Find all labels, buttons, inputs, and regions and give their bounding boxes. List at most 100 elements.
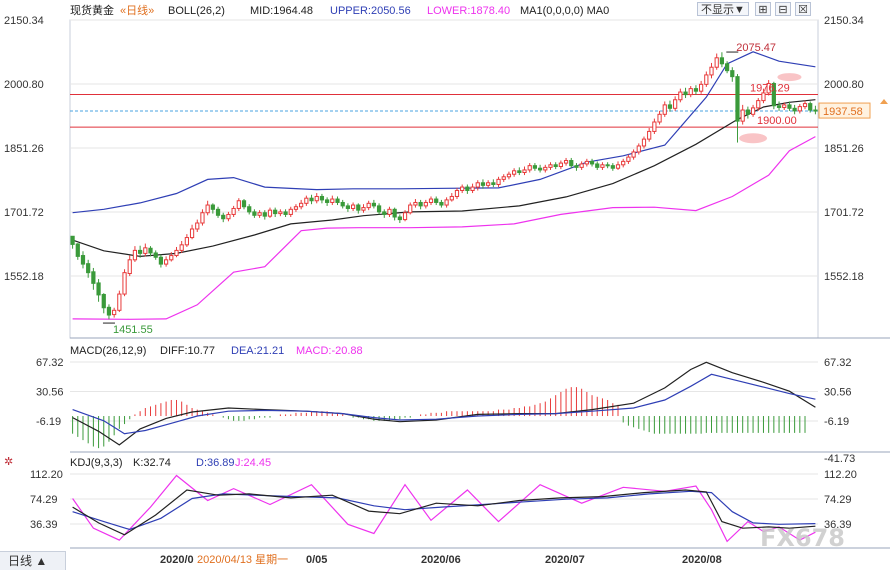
candle-body — [496, 178, 501, 185]
candle-body — [226, 213, 231, 220]
zoom-icon[interactable]: ⊟ — [775, 2, 791, 16]
price-arrow-icon — [880, 99, 888, 105]
candle-body — [787, 104, 792, 109]
current-price-tag — [818, 102, 871, 119]
candle-body — [532, 165, 538, 169]
candle-body — [304, 197, 309, 204]
candle-body — [563, 160, 569, 164]
boll-upper-value: UPPER:2050.56 — [330, 5, 411, 17]
period-tab[interactable]: 日线 ▲ — [0, 551, 66, 570]
candle-body — [247, 206, 252, 213]
candle-body — [148, 247, 153, 254]
candle-body — [439, 201, 444, 206]
candle-body — [683, 91, 688, 96]
candle-body — [423, 201, 428, 207]
kdj-label: KDJ(9,3,3) — [70, 457, 123, 469]
candle-body — [621, 160, 626, 166]
candle-body — [278, 211, 283, 215]
candle-body — [719, 57, 725, 65]
watermark-logo: FX678 — [760, 524, 845, 552]
candle-body — [766, 82, 771, 94]
candle-body — [709, 66, 714, 76]
candle-body — [179, 244, 184, 251]
candle-body — [761, 92, 766, 102]
price-axis-label-right: 2000.80 — [824, 79, 864, 91]
candle-body — [257, 212, 262, 216]
candle-body — [486, 182, 491, 186]
candle-body — [195, 222, 200, 230]
candle-body — [610, 165, 615, 169]
kdj-d-value: D:36.89 — [196, 457, 235, 469]
candle-body — [273, 209, 278, 215]
price-axis-label-left: 1701.72 — [4, 207, 44, 219]
candle-body — [418, 201, 423, 207]
macd-axis-label-left: 30.56 — [36, 387, 64, 399]
candle-body — [428, 198, 434, 203]
candle-body — [470, 186, 475, 191]
candle-body — [735, 76, 740, 122]
candle-body — [730, 70, 735, 78]
candle-body — [475, 182, 480, 188]
low-price-label: 1451.55 — [113, 324, 153, 336]
candle-body — [189, 228, 195, 239]
display-toggle-button[interactable]: 不显示▼ — [697, 2, 749, 16]
boll-label: BOLL(26,2) — [168, 5, 225, 17]
candle-body — [605, 164, 610, 167]
candle-body — [309, 197, 314, 202]
candle-body — [740, 109, 745, 122]
candle-body — [70, 235, 75, 245]
macd-label: MACD(26,12,9) — [70, 345, 146, 357]
candle-body — [184, 237, 189, 246]
candle-body — [335, 198, 340, 203]
price-axis-label-right: 1851.26 — [824, 143, 864, 155]
candle-body — [574, 165, 579, 168]
period-tag: «日线» — [120, 3, 154, 17]
candle-body — [169, 255, 174, 261]
candle-body — [626, 156, 631, 162]
candle-body — [80, 255, 86, 265]
candle-body — [112, 309, 117, 316]
candle-body — [382, 211, 387, 215]
x-axis-label: 2020/07 — [545, 554, 585, 566]
macd-axis-label-right: -6.19 — [824, 416, 849, 428]
macd-dea-value: DEA:21.21 — [231, 345, 284, 357]
candle-body — [813, 109, 818, 112]
highlight-ellipse — [777, 73, 802, 82]
expand-icon[interactable]: ⊞ — [755, 2, 771, 16]
boll-mid-value: MID:1964.48 — [250, 5, 313, 17]
candle-body — [117, 293, 122, 311]
price-axis-label-left: 2150.34 — [4, 15, 44, 27]
candle-body — [314, 195, 319, 202]
x-axis-label: 2020/06 — [421, 554, 461, 566]
candle-body — [631, 151, 636, 158]
candle-body — [667, 104, 673, 109]
candle-body — [397, 216, 402, 221]
candle-body — [537, 167, 543, 171]
candle-body — [662, 104, 667, 115]
candle-body — [205, 204, 210, 214]
macd-axis-label-left: -6.19 — [36, 416, 61, 428]
candle-body — [756, 100, 761, 109]
macd-axis-label-right: 30.56 — [824, 387, 852, 399]
candle-body — [673, 99, 678, 109]
macd-axis-label-left: 67.32 — [36, 357, 64, 369]
candle-body — [808, 103, 813, 111]
candle-body — [724, 63, 730, 72]
macd-dea-line — [72, 373, 816, 435]
kdj-j-line — [72, 474, 816, 543]
candle-body — [350, 204, 356, 209]
candle-body — [330, 198, 335, 203]
kdj-axis-label-left: 74.29 — [30, 494, 58, 506]
candle-body — [387, 208, 392, 215]
price-axis-label-right: 1701.72 — [824, 207, 864, 219]
candle-body — [480, 182, 486, 186]
close-icon[interactable]: ☒ — [795, 2, 811, 16]
candle-body — [91, 271, 96, 284]
candle-body — [600, 164, 605, 168]
boll-lower-value: LOWER:1878.40 — [427, 5, 510, 17]
macd-axis-label-right: 67.32 — [824, 357, 852, 369]
candle-body — [210, 204, 215, 210]
high-price-label: 2075.47 — [736, 42, 776, 54]
